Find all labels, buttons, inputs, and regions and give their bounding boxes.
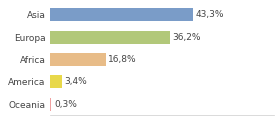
Text: 0,3%: 0,3%	[54, 99, 77, 108]
Bar	[50, 98, 52, 111]
Bar	[50, 31, 170, 44]
Bar	[50, 75, 62, 88]
Text: 16,8%: 16,8%	[108, 55, 137, 64]
Bar	[50, 53, 106, 66]
Bar	[50, 8, 193, 21]
Text: 43,3%: 43,3%	[196, 10, 224, 19]
Text: 36,2%: 36,2%	[172, 33, 201, 42]
Text: 3,4%: 3,4%	[64, 77, 87, 86]
